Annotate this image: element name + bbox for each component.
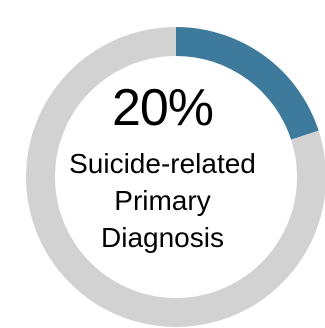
donut-slice-highlighted [176,27,319,140]
percent-value: 20% [111,79,214,137]
center-label-line: Diagnosis [101,222,224,253]
center-label: Suicide-related Primary Diagnosis [0,145,325,256]
center-label-line: Primary [114,185,211,216]
center-label-line: Suicide-related [69,148,256,179]
